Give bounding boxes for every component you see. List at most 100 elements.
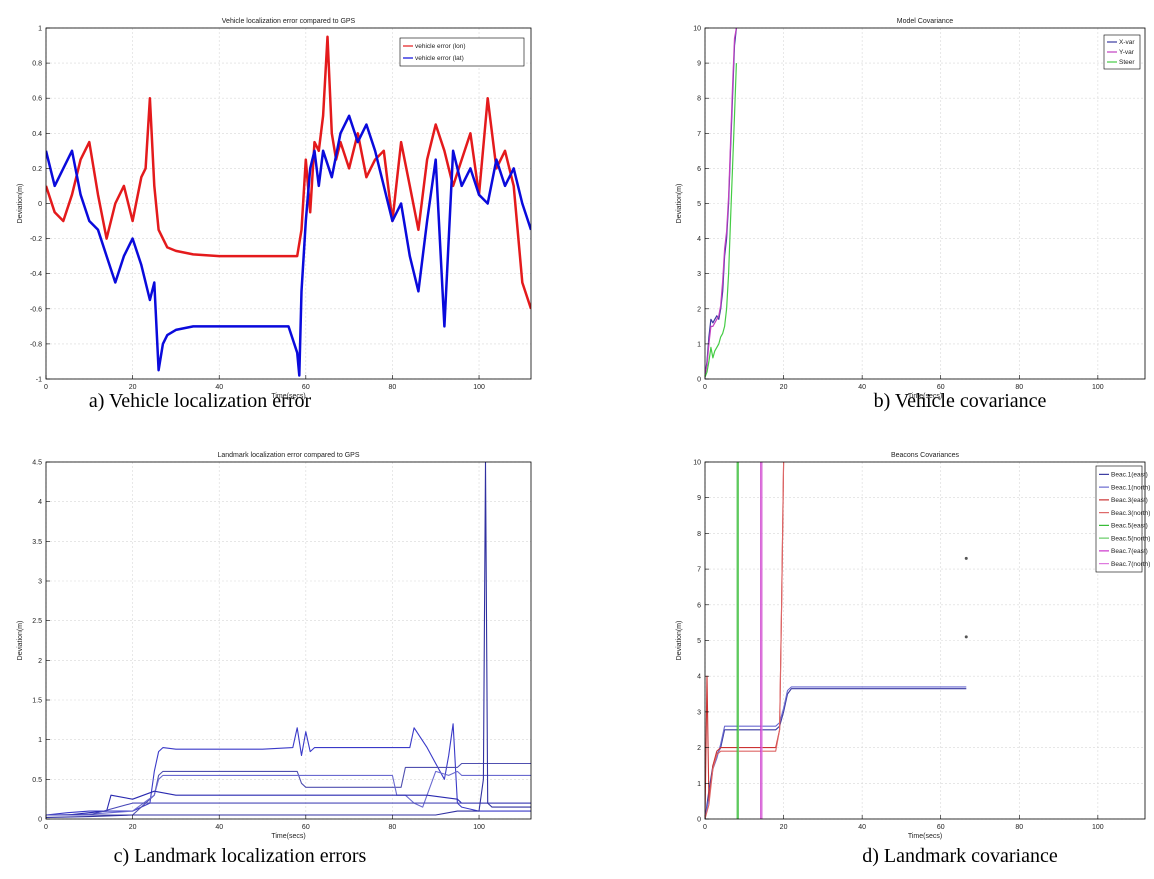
y-tick-label: 4.5: [32, 460, 42, 467]
x-tick-label: 20: [129, 824, 137, 831]
y-tick-label: 1: [38, 737, 42, 744]
y-tick-label: 0: [697, 377, 701, 384]
x-tick-label: 60: [302, 384, 310, 391]
y-tick-label: -0.6: [30, 306, 42, 313]
legend-entry: Beac.5(north): [1111, 535, 1150, 542]
series-line-2: [705, 686, 967, 819]
chart-panel-4: 0 20 40 60 80 100 0 1 2 3 4 5 6 7 8 9 10 Beacons Covarian…: [676, 452, 1150, 867]
x-tick-label: 20: [780, 384, 788, 391]
y-axis-label: Deviation(m): [17, 184, 24, 224]
y-tick-label: 9: [697, 495, 701, 502]
x-tick-label: 0: [703, 824, 707, 831]
x-tick-label: 20: [129, 384, 137, 391]
y-tick-label: 3: [697, 709, 701, 716]
chart-panel-1: 0 20 40 60 80 100 -1 -0.8 -0.6 -0.4 -0.2 0 0.2 0.4 0.6…: [17, 18, 532, 412]
y-tick-label: 8: [697, 531, 701, 538]
y-tick-label: 1: [38, 26, 42, 33]
y-tick-label: 2: [697, 306, 701, 313]
y-tick-label: 10: [693, 26, 701, 33]
y-tick-label: 0.6: [32, 96, 42, 103]
y-tick-label: 0.5: [32, 777, 42, 784]
legend-entry: Beac.7(east): [1111, 548, 1148, 555]
legend: Beac.1(east) Beac.1(north) Beac.3(east) Bea…: [1095, 465, 1150, 573]
x-tick-label: 60: [937, 824, 945, 831]
y-tick-label: -0.4: [30, 271, 42, 278]
legend-entry: Beac.7(north): [1111, 561, 1150, 568]
y-axis-label: Deviation(m): [17, 621, 24, 661]
series-line-3: [705, 63, 737, 378]
x-tick-label: 100: [1092, 384, 1104, 391]
y-tick-label: 7: [697, 567, 701, 574]
data-point-2: [964, 635, 968, 639]
chart-title: Model Covariance: [897, 18, 954, 25]
y-tick-label: -0.8: [30, 341, 42, 348]
x-tick-label: 40: [215, 384, 223, 391]
x-tick-label: 40: [858, 384, 866, 391]
y-tick-label: 0: [697, 817, 701, 824]
y-tick-label: 2: [38, 658, 42, 665]
y-tick-label: 7: [697, 131, 701, 138]
data-point-1: [964, 556, 968, 560]
series-line-2: [705, 28, 737, 376]
x-tick-label: 80: [389, 384, 397, 391]
y-tick-label: 5: [697, 201, 701, 208]
series-line-3: [46, 770, 531, 816]
legend: X-var Y-var Steer: [1103, 34, 1141, 70]
panel-caption: b) Vehicle covariance: [874, 390, 1047, 412]
legend-entry: Steer: [1119, 59, 1135, 66]
y-tick-label: 2: [697, 745, 701, 752]
x-tick-label: 100: [473, 824, 485, 831]
y-tick-label: 5: [697, 638, 701, 645]
legend: vehicle error (lon) vehicle error (lat): [399, 37, 525, 67]
legend-entry: vehicle error (lat): [415, 55, 464, 62]
x-axis-label: Time(secs): [908, 393, 942, 400]
x-tick-label: 40: [215, 824, 223, 831]
plot-area: [705, 462, 968, 819]
x-tick-label: 60: [937, 384, 945, 391]
y-tick-label: 0.4: [32, 131, 42, 138]
x-tick-label: 40: [858, 824, 866, 831]
chart-panel-3: 0 20 40 60 80 100 0 0.5 1 1.5 2 2.5 3 3.5 4 4.5 Landmark…: [17, 452, 532, 867]
y-tick-label: -1: [36, 377, 42, 384]
y-tick-label: -0.2: [30, 236, 42, 243]
x-tick-label: 80: [1015, 824, 1023, 831]
y-tick-label: 6: [697, 166, 701, 173]
series-line-3: [705, 462, 785, 819]
series-line-1: [46, 723, 531, 816]
chart-panel-2: 0 20 40 60 80 100 0 1 2 3 4 5 6 7 8 9 10 Model Covariance…: [676, 18, 1146, 412]
y-tick-label: 6: [697, 602, 701, 609]
y-tick-label: 1: [697, 341, 701, 348]
legend-box: [1095, 465, 1143, 573]
series-line-6: [46, 462, 531, 818]
x-tick-label: 0: [44, 384, 48, 391]
legend-entry: Beac.1(north): [1111, 484, 1150, 491]
chart-title: Vehicle localization error compared to G…: [222, 18, 356, 25]
panel-caption: d) Landmark covariance: [862, 845, 1058, 867]
y-tick-label: 0: [38, 817, 42, 824]
panel-caption: c) Landmark localization errors: [114, 845, 367, 867]
x-tick-label: 80: [389, 824, 397, 831]
y-tick-label: 0: [38, 201, 42, 208]
y-tick-label: 10: [693, 460, 701, 467]
plot-area: [46, 35, 531, 377]
y-axis-label: Deviation(m): [676, 184, 683, 224]
x-tick-label: 100: [473, 384, 485, 391]
x-axis-label: Time(secs): [271, 833, 305, 840]
panel-caption: a) Vehicle localization error: [89, 390, 312, 412]
series-line-5: [46, 802, 531, 816]
plot-area: [46, 462, 531, 818]
legend-box: [399, 37, 525, 67]
y-tick-label: 0.2: [32, 166, 42, 173]
x-tick-label: 0: [703, 384, 707, 391]
chart-title: Beacons Covariances: [891, 452, 960, 459]
plot-area: [705, 28, 737, 378]
legend-entry: X-var: [1119, 39, 1135, 46]
y-tick-label: 4: [38, 499, 42, 506]
legend-entry: Beac.5(east): [1111, 523, 1148, 530]
x-axis-label: Time(secs): [908, 833, 942, 840]
y-tick-label: 3: [697, 271, 701, 278]
y-tick-label: 2.5: [32, 618, 42, 625]
chart-title: Landmark localization error compared to …: [217, 452, 359, 459]
x-tick-label: 80: [1015, 384, 1023, 391]
legend-entry: Beac.3(north): [1111, 510, 1150, 517]
